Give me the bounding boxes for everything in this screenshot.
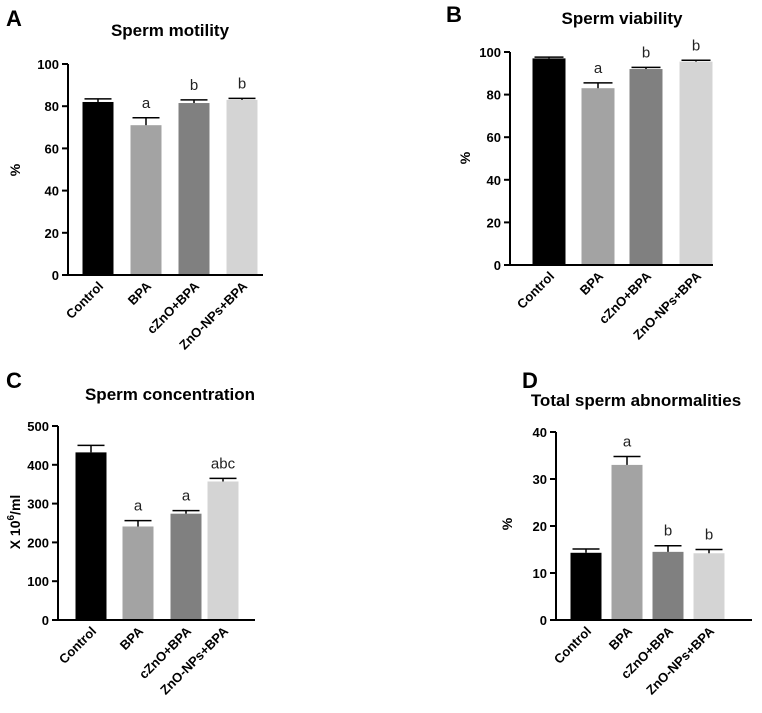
y-tick-label: 0 (494, 258, 501, 273)
y-tick-label: 60 (45, 141, 59, 156)
y-axis-label: % (499, 517, 515, 530)
y-tick-label: 20 (487, 215, 501, 230)
y-axis-label-unit: /ml (7, 495, 23, 515)
chart-title: Sperm motility (111, 21, 230, 40)
y-tick-label: 20 (45, 226, 59, 241)
y-tick-label: 500 (27, 419, 49, 434)
category-label: BPA (577, 268, 607, 298)
y-tick-label: 40 (487, 173, 501, 188)
bar-czno-bpa (170, 513, 202, 620)
y-axis-label-superscript: 6 (6, 514, 17, 520)
bar-bpa (611, 464, 643, 620)
category-label: Control (56, 624, 99, 667)
y-tick-label: 0 (540, 613, 547, 628)
bar-zno-nps-bpa (693, 553, 725, 620)
significance-label: b (664, 523, 672, 540)
panel-letter: C (6, 368, 22, 393)
category-label: BPA (117, 623, 147, 653)
significance-label: b (238, 75, 246, 92)
y-axis-label: % (457, 151, 473, 164)
y-tick-label: 100 (37, 57, 59, 72)
y-tick-label: 80 (487, 88, 501, 103)
y-tick-label: 10 (533, 566, 547, 581)
significance-label: abc (211, 455, 236, 472)
panel-a: A Sperm motility%ControlaBPAbcZnO+BPAbZnO… (6, 6, 263, 353)
significance-label: a (182, 488, 191, 505)
category-label: Control (514, 269, 557, 312)
y-tick-label: 40 (45, 184, 59, 199)
significance-label: b (190, 77, 198, 94)
bar-zno-nps-bpa (207, 481, 239, 620)
bar-control (82, 101, 114, 275)
y-tick-label: 400 (27, 458, 49, 473)
y-axis-label-main: X 10 (7, 520, 23, 549)
significance-label: a (134, 498, 143, 515)
bar-bpa (581, 88, 615, 266)
y-axis-label-main: % (457, 151, 473, 164)
category-label: BPA (125, 278, 155, 308)
significance-label: b (642, 44, 650, 61)
bar-control (570, 552, 602, 620)
y-tick-label: 0 (42, 613, 49, 628)
y-tick-label: 60 (487, 130, 501, 145)
y-tick-label: 100 (479, 45, 501, 60)
significance-label: b (692, 37, 700, 54)
category-label: ZnO-NPs+BPA (157, 623, 231, 697)
y-axis-label: X 106/ml (6, 495, 23, 550)
y-tick-label: 80 (45, 99, 59, 114)
significance-label: a (623, 433, 632, 450)
y-axis-label-main: % (499, 517, 515, 530)
y-tick-label: 200 (27, 535, 49, 550)
panel-letter: B (446, 2, 462, 27)
significance-label: b (705, 527, 713, 544)
bar-czno-bpa (629, 69, 663, 265)
category-label: BPA (606, 623, 636, 653)
bar-bpa (130, 125, 162, 275)
y-tick-label: 0 (52, 268, 59, 283)
y-axis-label: % (7, 163, 23, 176)
y-tick-label: 30 (533, 472, 547, 487)
bar-czno-bpa (652, 551, 684, 620)
y-tick-label: 300 (27, 497, 49, 512)
category-label: Control (551, 624, 594, 667)
bar-zno-nps-bpa (226, 99, 258, 276)
y-axis-label-main: % (7, 163, 23, 176)
bar-control (532, 58, 566, 265)
panel-letter: D (522, 368, 538, 393)
bar-bpa (122, 526, 154, 620)
y-tick-label: 100 (27, 574, 49, 589)
y-tick-label: 20 (533, 519, 547, 534)
y-tick-label: 40 (533, 425, 547, 440)
panel-b: B Sperm viability%ControlaBPAbcZnO+BPAbZn… (446, 2, 713, 343)
panel-c: C Sperm concentration X 106/ml Control a BPA a… (6, 368, 255, 698)
chart-title: Total sperm abnormalities (531, 391, 741, 410)
chart-title: Sperm concentration (85, 385, 255, 404)
bar-zno-nps-bpa (679, 61, 713, 266)
significance-label: a (142, 95, 151, 112)
category-label: Control (63, 279, 106, 322)
bar-control (75, 452, 107, 620)
significance-label: a (594, 60, 603, 77)
bar-czno-bpa (178, 103, 210, 275)
chart-title: Sperm viability (562, 9, 683, 28)
panel-letter: A (6, 6, 22, 31)
